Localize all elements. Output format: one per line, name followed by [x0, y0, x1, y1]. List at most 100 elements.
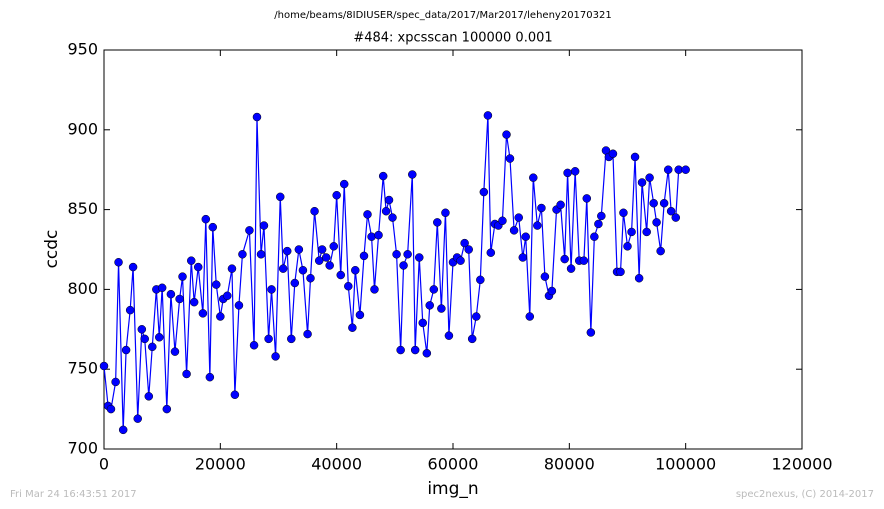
- data-point: [645, 173, 654, 182]
- data-point: [630, 152, 640, 162]
- footer-date: Fri Mar 24 16:43:51 2017: [10, 489, 137, 500]
- data-point: [378, 171, 388, 181]
- data-point: [671, 213, 681, 222]
- data-point: [619, 208, 628, 218]
- x-axis-label: img_n: [427, 479, 478, 499]
- data-point: [556, 200, 565, 210]
- y-tick-label: 950: [67, 40, 98, 59]
- y-tick-label: 700: [67, 439, 98, 458]
- data-point: [681, 165, 690, 174]
- data-point: [518, 253, 528, 262]
- data-point: [355, 310, 365, 320]
- data-point: [212, 280, 221, 289]
- data-point: [408, 170, 417, 179]
- data-point: [586, 328, 596, 337]
- data-point: [570, 167, 580, 176]
- data-point: [205, 372, 215, 382]
- data-point: [476, 275, 485, 285]
- data-point: [144, 392, 154, 401]
- y-axis-label: ccdc: [42, 230, 62, 269]
- data-point: [111, 377, 120, 387]
- data-point: [329, 242, 339, 251]
- data-point: [166, 289, 176, 299]
- data-point: [298, 265, 308, 275]
- data-point: [533, 221, 542, 230]
- data-point: [659, 198, 669, 208]
- data-point: [384, 195, 394, 205]
- data-point: [509, 226, 519, 235]
- data-point: [642, 227, 651, 237]
- data-point: [456, 256, 465, 265]
- data-point: [201, 214, 211, 224]
- data-point: [359, 251, 369, 261]
- data-point: [303, 329, 312, 339]
- data-point: [464, 245, 473, 254]
- chart-title: #484: xpcsscan 100000 0.001: [353, 31, 552, 46]
- data-point: [128, 262, 138, 272]
- data-point: [178, 272, 187, 281]
- data-point: [106, 404, 116, 414]
- data-point: [418, 318, 428, 328]
- data-point: [182, 369, 191, 379]
- data-point: [410, 345, 420, 355]
- data-point: [537, 203, 546, 213]
- data-point: [256, 250, 266, 259]
- data-point: [363, 210, 372, 219]
- data-point: [230, 390, 240, 399]
- data-point: [623, 242, 632, 251]
- file-path: /home/beams/8IDIUSER/spec_data/2017/Mar2…: [274, 10, 611, 21]
- x-tick-label: 80000: [544, 455, 595, 474]
- data-point: [223, 291, 232, 301]
- data-point: [467, 334, 477, 344]
- data-point: [155, 333, 164, 342]
- data-point: [321, 253, 331, 262]
- data-point: [271, 352, 280, 361]
- data-point: [294, 245, 304, 254]
- data-point: [121, 345, 131, 355]
- data-point: [441, 208, 450, 218]
- data-point: [616, 267, 625, 277]
- data-point: [275, 192, 285, 202]
- data-point: [656, 246, 665, 256]
- data-point: [114, 258, 123, 267]
- data-point: [162, 404, 172, 414]
- data-point: [187, 256, 196, 265]
- data-point: [652, 218, 661, 227]
- data-point: [437, 304, 446, 313]
- data-point: [264, 334, 273, 344]
- data-point: [634, 273, 644, 283]
- data-point: [238, 250, 247, 259]
- data-point: [339, 179, 349, 189]
- data-point: [290, 278, 300, 288]
- y-tick-label: 900: [67, 119, 98, 138]
- data-point: [157, 283, 167, 293]
- data-point: [306, 273, 315, 283]
- x-tick-label: 120000: [771, 455, 832, 474]
- data-point: [479, 187, 489, 197]
- data-point: [666, 206, 676, 216]
- data-point: [370, 285, 379, 294]
- data-point: [381, 206, 391, 216]
- data-point: [649, 198, 658, 208]
- data-point: [514, 213, 523, 222]
- data-point: [608, 149, 618, 158]
- y-tick-label: 750: [67, 359, 98, 378]
- data-point: [415, 253, 424, 262]
- data-point: [396, 345, 405, 355]
- data-point: [422, 348, 432, 358]
- y-tick-label: 850: [67, 199, 98, 218]
- data-point: [529, 173, 538, 182]
- data-point: [310, 206, 319, 216]
- x-tick-label: 0: [99, 455, 109, 474]
- data-point: [444, 331, 454, 340]
- data-point: [278, 264, 288, 273]
- data-point: [388, 213, 397, 222]
- data-point: [590, 232, 599, 241]
- data-point: [125, 305, 135, 315]
- data-point: [325, 261, 334, 270]
- data-point: [332, 190, 341, 200]
- data-point: [594, 219, 603, 229]
- data-point: [348, 323, 357, 332]
- data-point: [148, 342, 157, 352]
